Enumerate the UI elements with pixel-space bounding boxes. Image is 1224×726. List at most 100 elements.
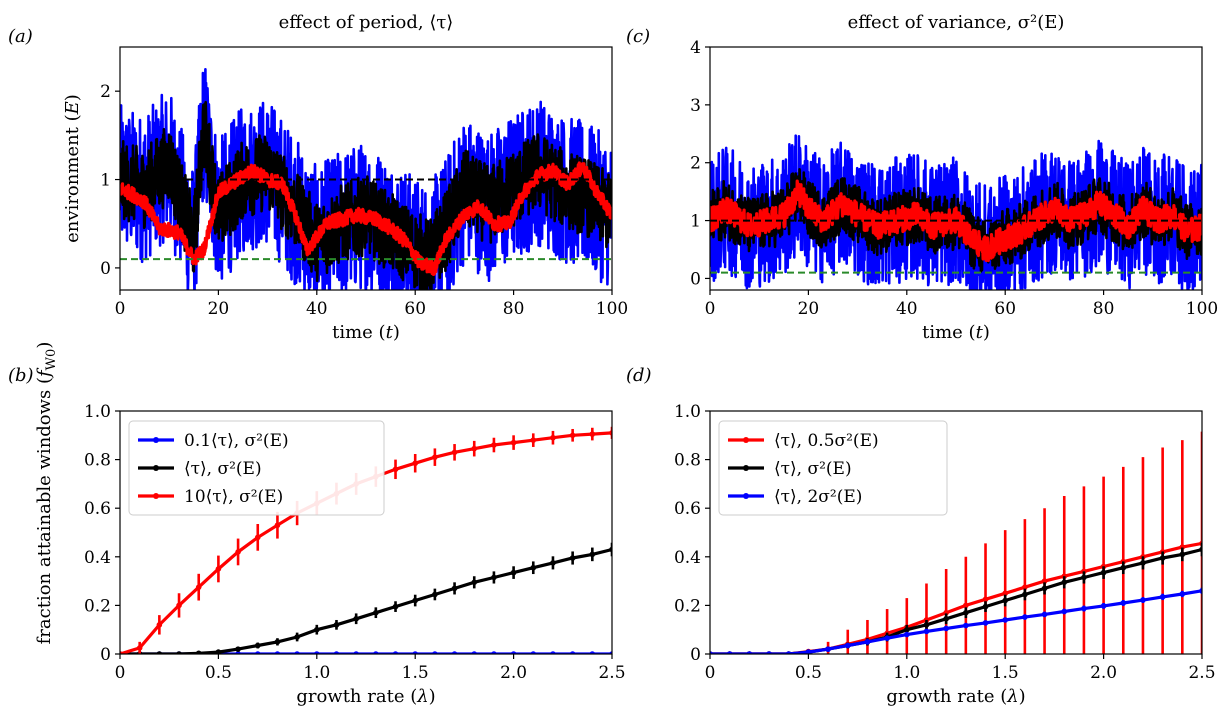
series-line: [120, 547, 612, 654]
y-tick-label: 1: [100, 171, 111, 191]
x-axis-label: growth rate (λ): [886, 686, 1025, 707]
legend-marker: [743, 465, 749, 471]
legend-box: [718, 420, 948, 516]
data-point: [412, 651, 418, 654]
data-point: [569, 555, 576, 561]
data-point: [825, 646, 831, 652]
data-point: [1002, 597, 1008, 604]
series-line: [710, 589, 1202, 654]
y-tick-label: 1.0: [84, 402, 111, 422]
data-point: [156, 622, 163, 628]
legend-marker: [153, 465, 159, 471]
data-point: [1120, 564, 1127, 571]
data-point: [432, 591, 438, 598]
y-tick-label: 0.6: [84, 499, 111, 519]
y-tick-label: 0.6: [674, 499, 701, 519]
legend-marker: [153, 437, 159, 443]
data-point: [904, 631, 910, 638]
data-point: [412, 460, 419, 467]
data-point: [1022, 584, 1028, 590]
series-line: [710, 541, 1202, 654]
x-tick-label: 60: [404, 299, 426, 319]
x-axis-label: time (t): [332, 322, 400, 343]
data-point: [491, 442, 497, 448]
data-point: [314, 626, 320, 633]
x-tick-label: 60: [994, 299, 1016, 319]
data-point: [609, 651, 612, 654]
data-point: [432, 651, 438, 654]
data-point: [884, 635, 890, 642]
y-tick-label: 0: [690, 645, 701, 665]
data-point: [943, 609, 949, 616]
legend: 0.1⟨τ⟩, σ²(E) ⟨τ⟩, σ²(E) 10⟨τ⟩, σ²(E): [128, 420, 385, 516]
data-point: [530, 651, 537, 654]
data-point: [923, 622, 930, 628]
data-point: [392, 603, 399, 610]
data-point: [235, 646, 241, 652]
x-tick-label: 0.5: [205, 663, 232, 683]
x-tick-label: 1.5: [992, 663, 1019, 683]
data-point: [235, 549, 241, 555]
data-point: [510, 569, 517, 576]
legend-box: [128, 420, 385, 516]
panel-c: 0 20 40 60 80 100 0 1 2 3 4 time (t) effect of varia…: [626, 12, 1218, 343]
y-tick-label: 0: [100, 259, 111, 279]
data-point: [294, 634, 300, 640]
data-point: [215, 566, 222, 572]
data-point: [333, 622, 340, 628]
data-point: [136, 645, 143, 651]
data-point: [353, 615, 359, 622]
x-tick-label: 80: [503, 299, 525, 319]
panel-label: (d): [626, 365, 652, 386]
data-point: [1140, 597, 1146, 603]
y-tick-label: 2: [100, 82, 111, 102]
data-point: [274, 639, 281, 645]
data-point: [471, 445, 478, 452]
legend-entry: ⟨τ⟩, 0.5σ²(E): [774, 431, 879, 451]
data-point: [120, 651, 123, 654]
panel-a: 0 20 40 60 80 100 0 1 2 time (t) environment (E) ef…: [8, 12, 628, 343]
x-tick-label: 0.5: [795, 663, 822, 683]
legend-marker: [153, 493, 159, 499]
data-point: [1120, 600, 1127, 606]
data-point: [1199, 546, 1202, 553]
data-point: [373, 609, 379, 616]
x-tick-label: 80: [1093, 299, 1115, 319]
data-point: [904, 626, 910, 633]
data-point: [569, 432, 576, 439]
series-2: [120, 426, 612, 654]
data-point: [589, 551, 596, 558]
data-point: [1022, 591, 1028, 598]
data-point: [609, 546, 612, 553]
y-tick-label: 0.8: [674, 451, 701, 471]
x-tick-label: 0: [705, 299, 716, 319]
data-point: [530, 564, 537, 571]
y-tick-label: 0.8: [84, 451, 111, 471]
plot-area: [120, 426, 612, 654]
x-axis-label: growth rate (λ): [296, 686, 435, 707]
data-point: [333, 651, 340, 654]
data-point: [1159, 594, 1166, 600]
chart-title: effect of period, ⟨τ⟩: [279, 12, 454, 33]
data-point: [982, 596, 989, 603]
data-point: [589, 651, 596, 654]
series-2: [710, 587, 1202, 654]
data-point: [589, 431, 596, 437]
data-point: [844, 642, 851, 649]
x-tick-label: 0: [115, 299, 126, 319]
data-point: [392, 651, 399, 654]
data-point: [785, 651, 792, 654]
data-point: [451, 585, 458, 592]
legend-entry: 10⟨τ⟩, σ²(E): [184, 487, 283, 507]
panel-b: 0 0.5 1.0 1.5 2.0 2.5 0 0.2 0.4 0.6 0.8 1.0 growth r…: [8, 342, 626, 707]
data-point: [432, 454, 438, 460]
panel-label: (b): [8, 365, 34, 386]
data-point: [609, 430, 612, 436]
axes-frame: [119, 46, 613, 291]
data-point: [726, 651, 733, 654]
legend-entry: 0.1⟨τ⟩, σ²(E): [184, 431, 289, 451]
x-tick-label: 0: [705, 663, 716, 683]
series-1: [120, 542, 612, 654]
legend-marker: [743, 437, 749, 443]
